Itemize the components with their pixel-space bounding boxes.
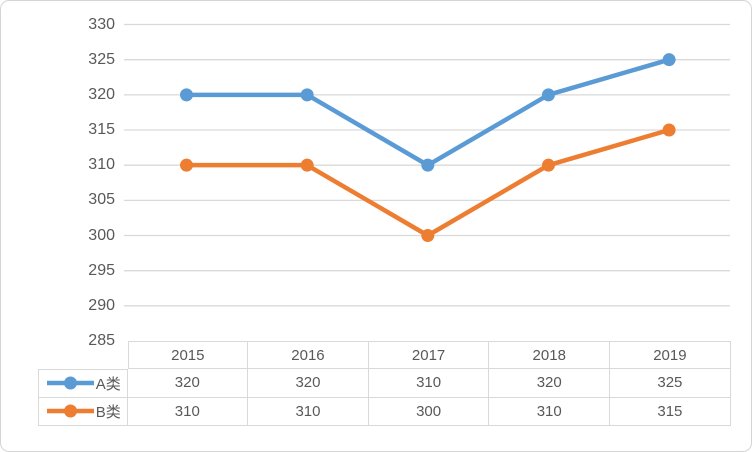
series-line-1 (184, 127, 672, 238)
y-axis-tick-label: 300 (88, 226, 115, 244)
y-axis-tick-label: 290 (88, 296, 115, 314)
legend-key-icon (46, 404, 94, 418)
data-table-year-header: 2015 (127, 341, 249, 370)
y-axis-tick-label: 320 (88, 85, 115, 103)
data-table-value-cell: 320 (248, 369, 369, 398)
legend-label: A类 (95, 375, 121, 393)
data-table-value-cell: 300 (368, 397, 490, 426)
data-table-value-cell: 320 (489, 369, 611, 398)
y-axis-tick-label: 310 (88, 156, 115, 174)
legend-label: B类 (95, 403, 121, 421)
y-axis-tick-label: 325 (88, 50, 115, 68)
data-point-marker (541, 88, 555, 102)
data-point-marker (662, 53, 676, 67)
data-table-year-header: 2019 (610, 341, 731, 370)
data-point-marker (300, 158, 314, 172)
data-table: 2015 2016 2017 2018 2019 A类 320 320 310 320 325 B类 3… (38, 341, 731, 426)
data-point-marker (541, 158, 555, 172)
y-axis-tick-label: 315 (88, 121, 115, 138)
data-table-corner-cell (38, 341, 128, 369)
data-point-marker (180, 88, 193, 102)
data-table-year-header: 2018 (489, 341, 611, 370)
data-table-value-cell: 320 (127, 369, 249, 398)
data-table-value-cell: 315 (610, 397, 731, 426)
legend-cell: B类 (38, 397, 128, 426)
y-axis-tick-label: 285 (88, 332, 115, 349)
y-axis-tick-label: 305 (88, 191, 115, 209)
data-table-value-cell: 310 (489, 397, 611, 426)
data-table-value-cell: 325 (610, 369, 731, 398)
data-point-marker (662, 123, 676, 137)
legend-key-icon (46, 376, 94, 390)
data-point-marker (421, 229, 435, 243)
data-point-marker (421, 158, 435, 172)
data-point-marker (180, 158, 193, 172)
data-table-value-cell: 310 (368, 369, 490, 398)
data-table-value-cell: 310 (127, 397, 249, 426)
data-table-year-header: 2017 (368, 341, 490, 370)
data-table-year-header: 2016 (248, 341, 369, 370)
y-axis-tick-label: 295 (88, 261, 115, 279)
data-table-value-cell: 310 (248, 397, 369, 426)
data-point-marker (300, 88, 314, 102)
y-axis-tick-label: 330 (88, 15, 115, 33)
legend-cell: A类 (38, 369, 128, 398)
